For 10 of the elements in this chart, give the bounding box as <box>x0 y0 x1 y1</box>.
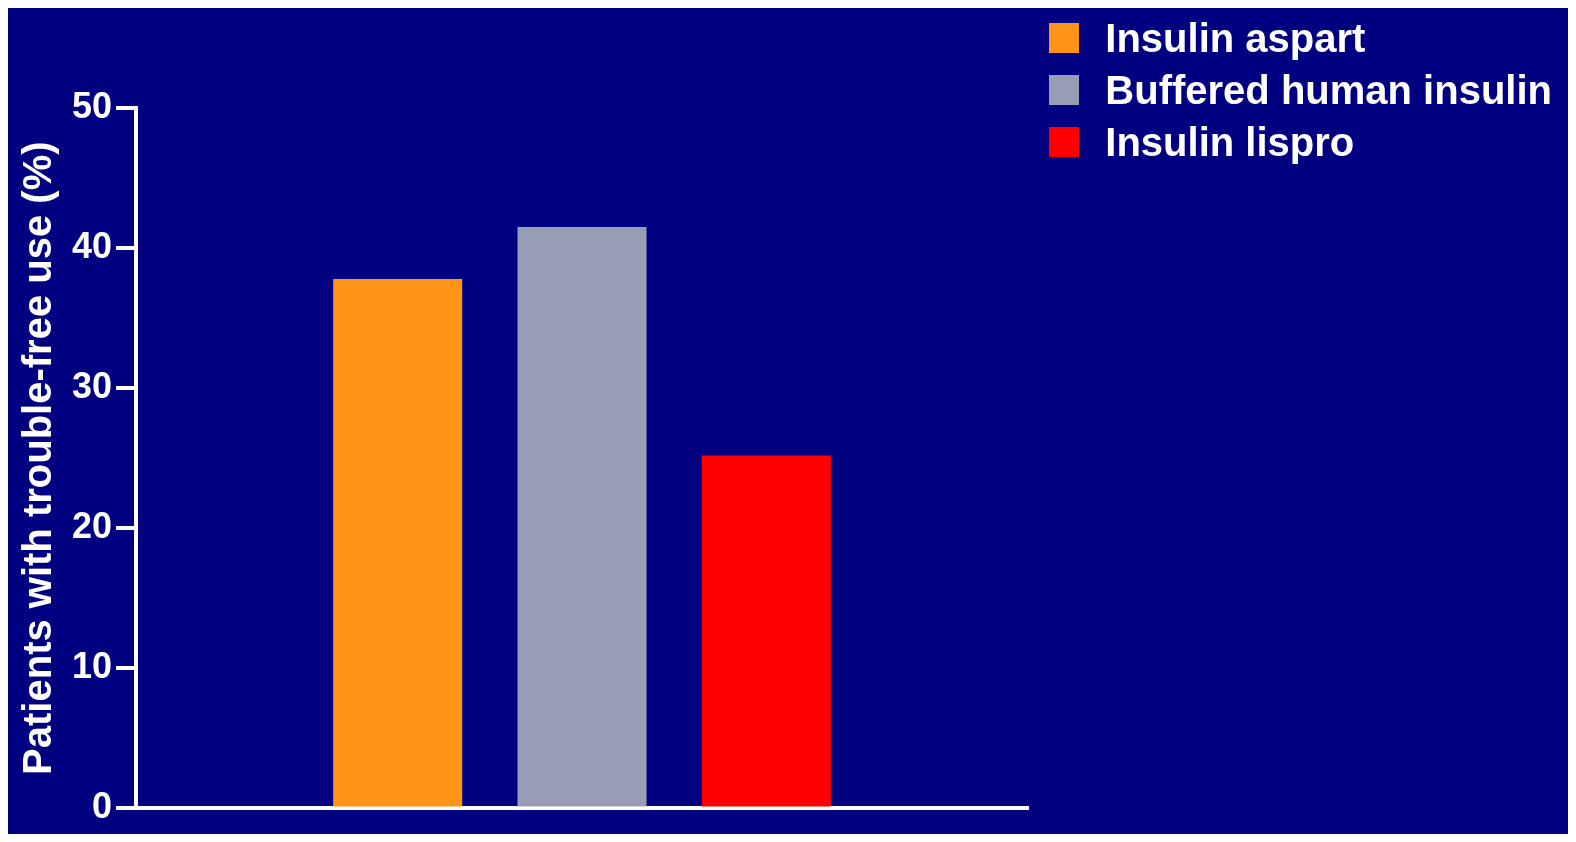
legend-label: Insulin aspart <box>1105 15 1366 62</box>
y-tick-label: 10 <box>72 645 113 687</box>
y-tick-label: 20 <box>72 505 113 547</box>
y-axis-title: Patients with trouble-free use (%) <box>15 141 60 775</box>
y-tick-label: 30 <box>72 365 113 407</box>
legend-label: Insulin lispro <box>1105 119 1355 166</box>
legend-label: Buffered human insulin <box>1105 67 1552 114</box>
y-tick-label: 40 <box>72 225 113 266</box>
y-tick-label: 0 <box>92 785 113 827</box>
y-tick-label: 50 <box>72 84 113 126</box>
